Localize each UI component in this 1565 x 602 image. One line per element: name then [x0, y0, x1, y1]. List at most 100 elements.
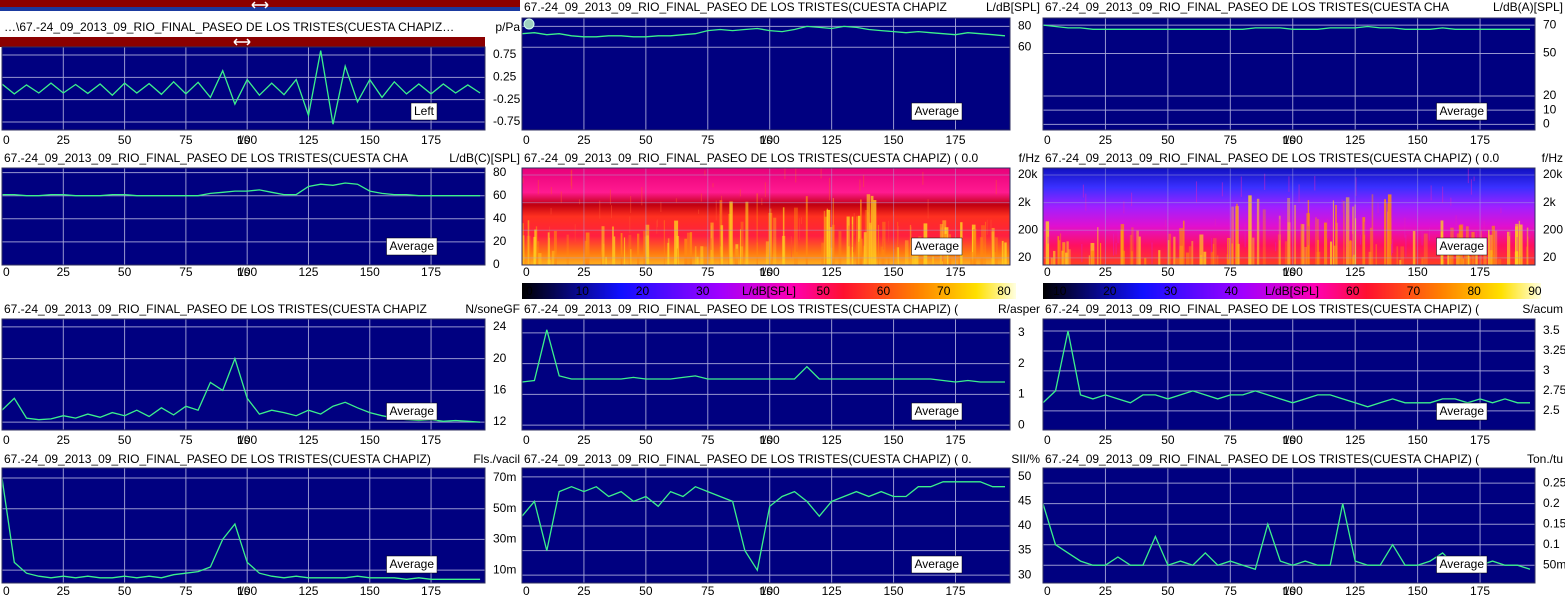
- spectrogram-streak: [799, 218, 801, 241]
- resize-handle[interactable]: [233, 38, 251, 46]
- plot-panel: 67.-24_09_2013_09_RIO_FINAL_PASEO DE LOS…: [521, 302, 1040, 447]
- spectrogram-streak: [1399, 259, 1402, 265]
- spectrogram-streak: [686, 232, 691, 265]
- spectrogram-streak: [527, 220, 530, 265]
- spectrogram-streak: [630, 196, 632, 214]
- y-tick-label: 60: [493, 188, 507, 202]
- spectrogram-streak: [870, 195, 874, 265]
- unit-label: f/Hz: [1019, 151, 1040, 165]
- signal-trace: [2, 182, 481, 197]
- legend-box: [1436, 555, 1488, 574]
- x-tick-label: 100: [1283, 265, 1303, 279]
- spectrogram-streak: [1120, 224, 1125, 265]
- spectrogram-streak: [1391, 244, 1393, 256]
- y-tick-label: 16: [493, 383, 507, 397]
- resize-handle[interactable]: [251, 1, 269, 9]
- spectrogram-streak: [1468, 256, 1471, 265]
- spectrogram-streak: [537, 179, 539, 195]
- spectrogram-streak: [972, 228, 977, 265]
- unit-label: f/Hz: [1542, 151, 1563, 165]
- x-tick-label: 175: [1470, 133, 1490, 147]
- spectrogram-streak: [1341, 199, 1343, 213]
- x-tick-label: 150: [360, 433, 380, 447]
- spectrogram-streak: [1258, 198, 1260, 223]
- spectrogram-streak: [856, 216, 860, 265]
- spectrogram-streak: [1284, 241, 1289, 265]
- spectrogram-streak: [1387, 194, 1392, 265]
- spectrogram-streak: [1081, 243, 1083, 263]
- x-tick-label: 50: [1161, 584, 1175, 598]
- plot-frame: [1042, 167, 1536, 266]
- spectrogram-streak: [1421, 256, 1425, 265]
- spectrogram-streak: [1526, 246, 1528, 265]
- x-tick-label: 175: [945, 433, 965, 447]
- spectrogram-streak: [675, 198, 677, 203]
- x-tick-label: 125: [822, 133, 842, 147]
- spectrogram-streak: [1185, 252, 1190, 265]
- x-tick-label: 100: [237, 133, 257, 147]
- spectrogram-streak: [522, 177, 524, 184]
- panel-header: 67.-24_09_2013_09_RIO_FINAL_PASEO DE LOS…: [1045, 151, 1563, 167]
- spectrogram-streak: [584, 240, 588, 265]
- spectrogram-streak: [1364, 221, 1366, 235]
- spectrogram-streak: [904, 240, 909, 265]
- y-tick-label: 0.25: [1543, 475, 1565, 489]
- spectrogram-streak: [784, 168, 786, 180]
- plot-frame: [1, 46, 486, 131]
- y-tick-label: 20: [1543, 250, 1557, 264]
- colorbar: [522, 283, 1016, 299]
- y-tick-label: 2.75: [1543, 383, 1565, 397]
- spectrogram-streak: [857, 215, 861, 265]
- panel-title: 67.-24_09_2013_09_RIO_FINAL_PASEO DE LOS…: [524, 302, 958, 316]
- spectrogram-streak: [826, 208, 828, 265]
- y-tick-label: 50m: [493, 501, 516, 515]
- x-tick-label: 100: [1283, 133, 1303, 147]
- spectrogram-streak: [734, 248, 739, 265]
- spectrogram-streak: [601, 226, 605, 265]
- signal-trace: [522, 481, 1005, 572]
- plot-panel: 67.-24_09_2013_09_RIO_FINAL_PASEO DE LOS…: [1, 452, 520, 598]
- legend-label: Average: [1440, 239, 1485, 253]
- y-tick-label: 80: [1018, 19, 1032, 33]
- spectrogram-streak: [553, 230, 557, 265]
- y-tick-label: 40: [493, 211, 507, 225]
- spectrogram-streak: [994, 237, 998, 265]
- x-tick-label: 50: [639, 265, 653, 279]
- spectrogram-streak: [1287, 222, 1291, 265]
- unit-label: R/asper: [998, 302, 1040, 316]
- spectrogram-streak: [700, 246, 704, 265]
- spectrogram-streak: [1248, 195, 1252, 265]
- spectrogram-streak: [851, 216, 854, 265]
- x-tick-label: 75: [701, 433, 715, 447]
- spectrogram-streak: [1349, 240, 1353, 265]
- spectrogram-streak: [1244, 223, 1246, 248]
- spectrogram-streak: [1275, 242, 1277, 252]
- colorbar-label: L/dB[SPL]: [1265, 284, 1319, 298]
- legend-label: Average: [915, 404, 960, 418]
- x-axis-label: t/s: [237, 265, 250, 279]
- unit-label: L/dB(A)[SPL]: [1493, 0, 1563, 14]
- x-tick-label: 150: [1408, 433, 1428, 447]
- colorbar-tick-label: 70: [937, 284, 951, 298]
- plot-frame: [521, 17, 1011, 131]
- colorbar: [1043, 283, 1541, 299]
- x-tick-label: 0: [523, 265, 530, 279]
- panel-title: 67.-24_09_2013_09_RIO_FINAL_PASEO DE LOS…: [4, 452, 431, 466]
- x-tick-label: 150: [884, 265, 904, 279]
- spectrogram-streak: [646, 235, 649, 265]
- panel-title: 67.-24_09_2013_09_RIO_FINAL_PASEO DE LOS…: [1045, 302, 1479, 316]
- spectrogram-streak: [1131, 227, 1134, 265]
- spectrogram-streak: [860, 199, 862, 265]
- spectrogram-streak: [1526, 227, 1529, 265]
- spectrogram-streak: [1450, 197, 1452, 206]
- spectrogram-streak: [700, 193, 702, 202]
- spectrogram-streak: [1377, 202, 1379, 214]
- spectrogram-streak: [694, 246, 697, 265]
- spectrogram-streak: [859, 238, 863, 265]
- spectrogram-streak: [571, 169, 573, 190]
- x-tick-label: 175: [421, 433, 441, 447]
- spectrogram-streak: [698, 209, 700, 214]
- spectrogram-streak: [720, 225, 724, 265]
- x-tick-label: 25: [1099, 265, 1113, 279]
- x-tick-label: 100: [237, 584, 257, 598]
